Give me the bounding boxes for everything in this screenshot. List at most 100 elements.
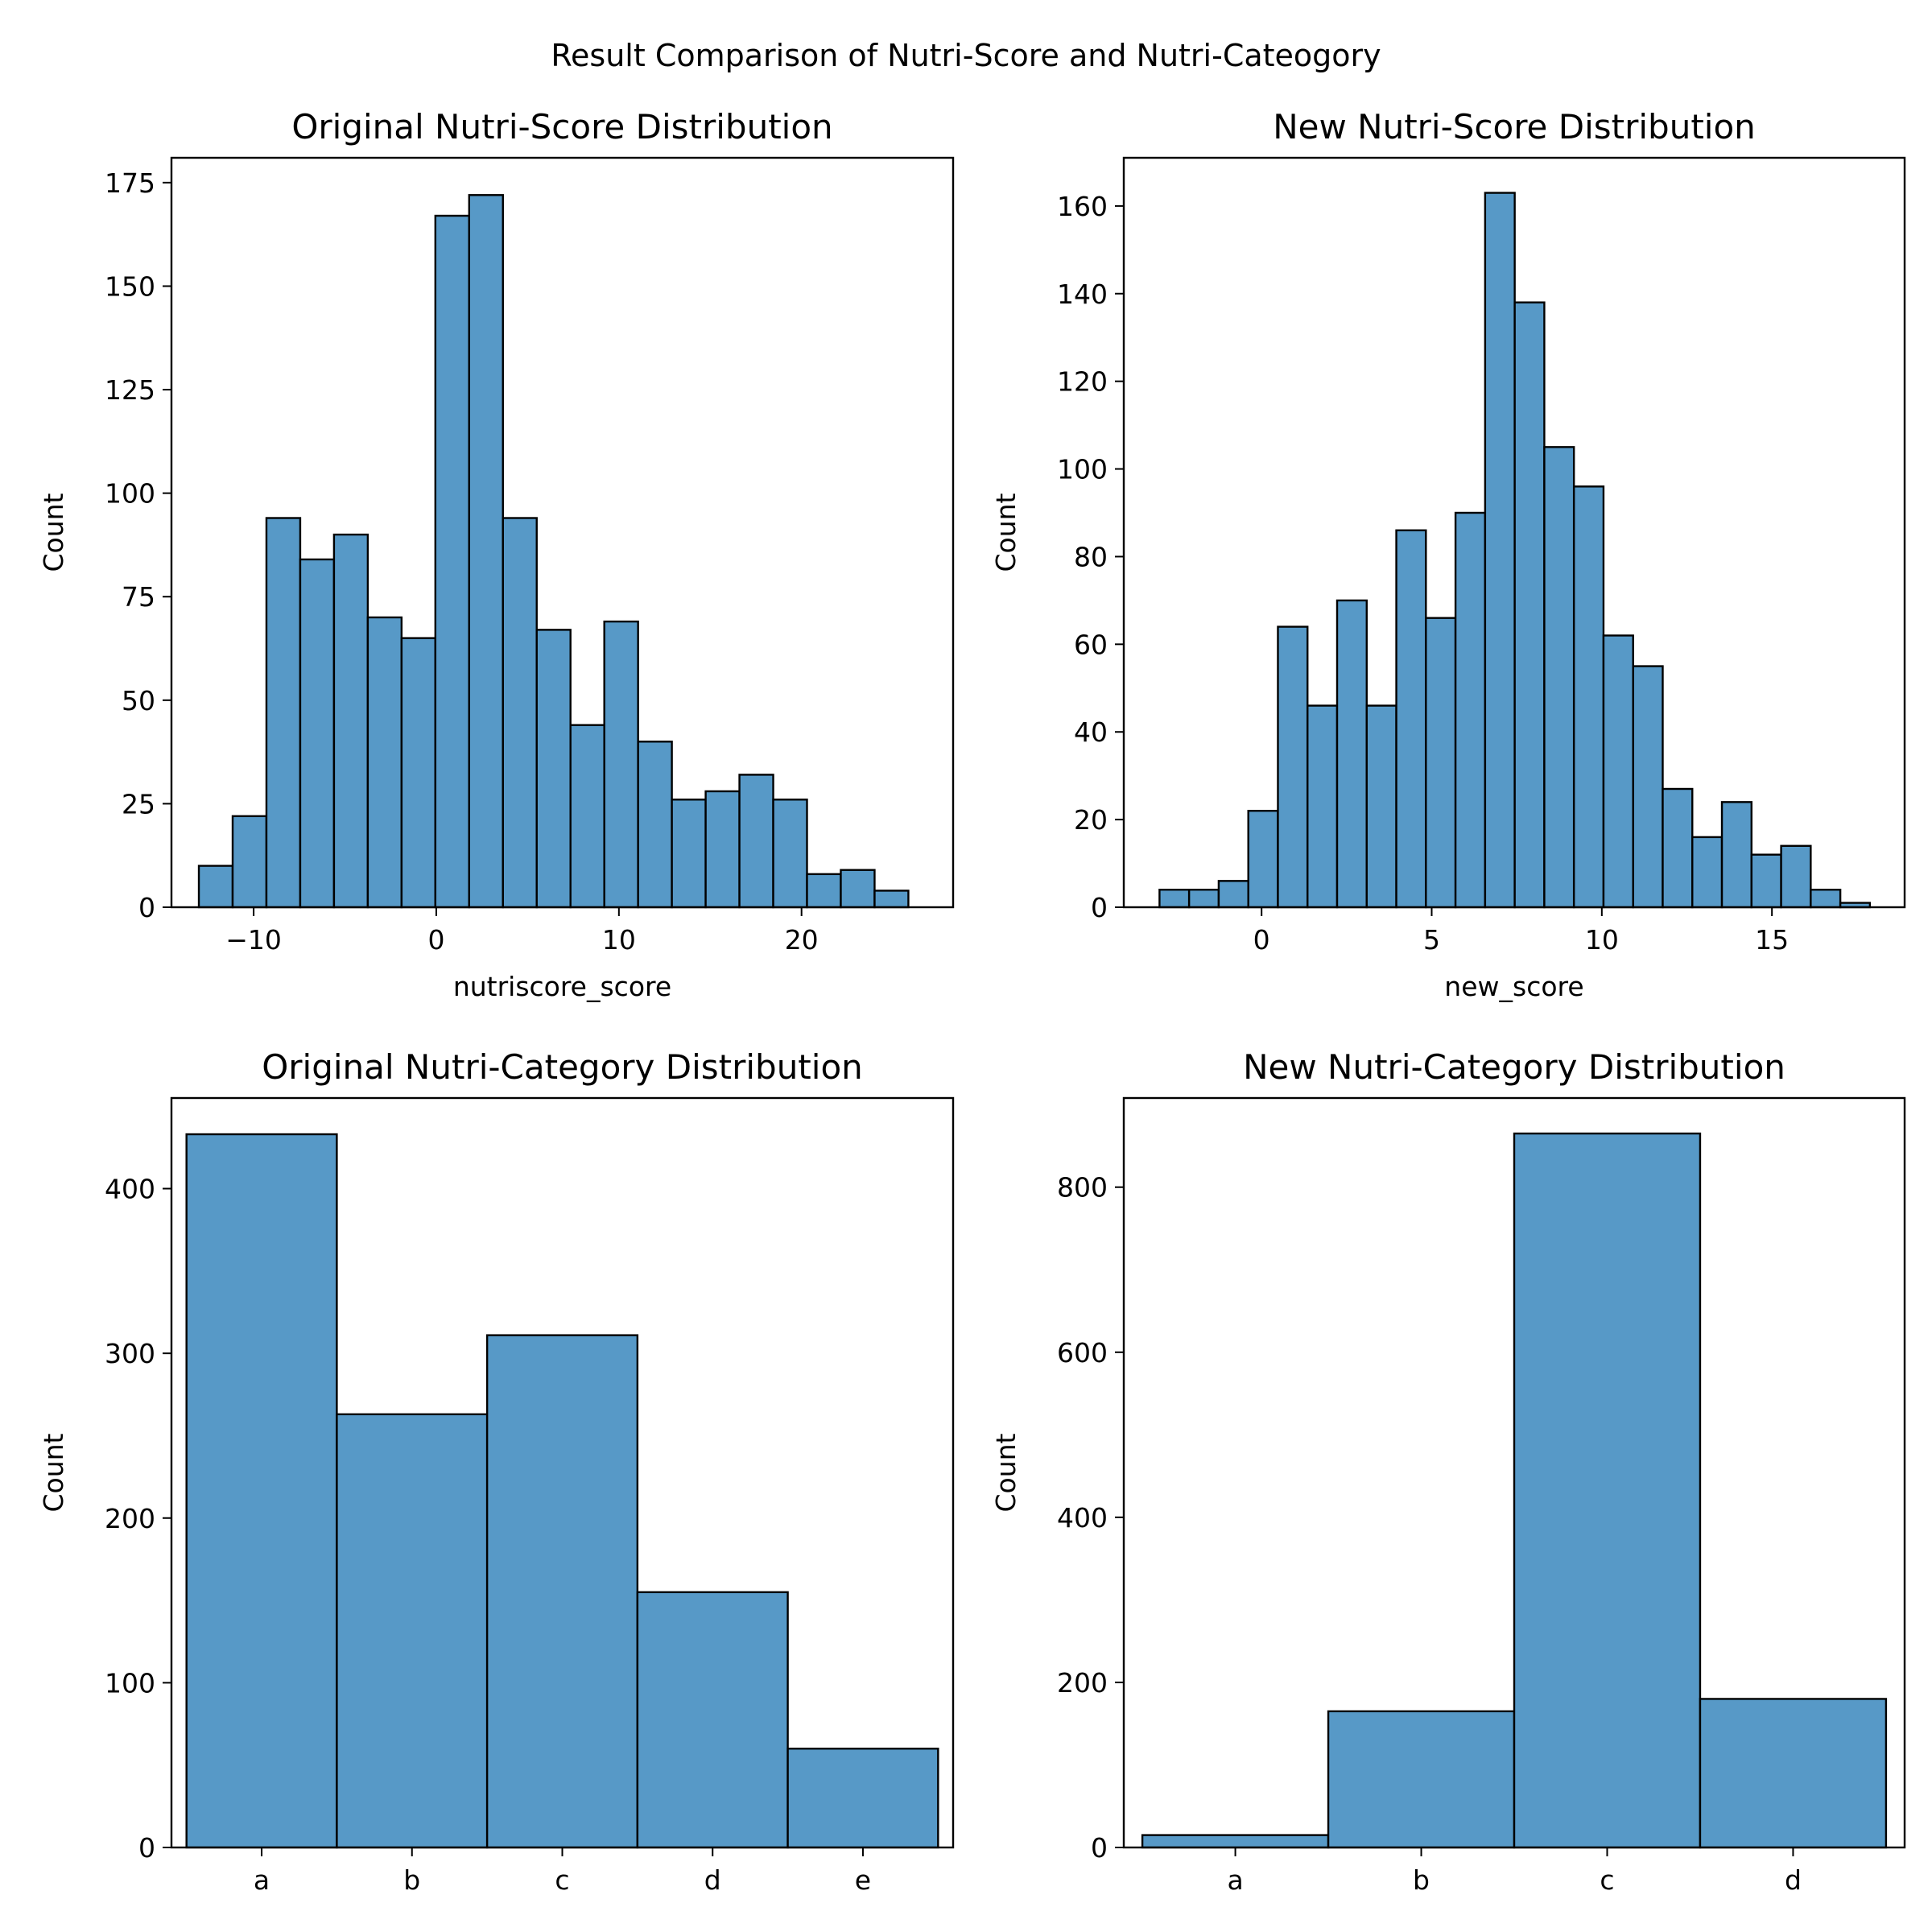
axes-frame [170, 156, 955, 909]
y-tick-label: 125 [105, 374, 155, 406]
histogram-bar [1277, 625, 1309, 909]
x-tick-label: d [1785, 1864, 1802, 1896]
histogram-bar [1543, 446, 1575, 909]
histogram-bar [197, 865, 234, 909]
x-axis-label: nutriscore_score [453, 971, 671, 1002]
histogram-bar [806, 873, 842, 909]
histogram-bar [535, 629, 572, 909]
histogram-bar [1187, 889, 1220, 909]
x-tick-label: e [855, 1864, 871, 1896]
x-tick-label: c [1600, 1864, 1614, 1896]
histogram-bar [637, 741, 673, 909]
histogram-bar [1247, 810, 1279, 909]
histogram-bar [366, 616, 403, 909]
y-tick-label: 800 [1057, 1172, 1108, 1203]
histogram-bar [468, 194, 504, 909]
x-tick-label: 15 [1755, 924, 1789, 956]
histogram-bar [603, 620, 639, 909]
y-tick-label: 120 [1057, 366, 1108, 398]
x-tick-label: 0 [1253, 924, 1270, 956]
category-bar [1513, 1132, 1702, 1849]
chart-panel-1: −10 0 10 20 0 25 50 75 100 125 150 175 Original Nutr… [38, 107, 955, 1002]
category-bar [336, 1413, 489, 1849]
x-tick-label: a [254, 1864, 270, 1896]
axes-frame [1122, 1096, 1906, 1849]
y-axis-label: Count [990, 1433, 1022, 1512]
x-tick-label: c [555, 1864, 569, 1896]
x-tick-label: d [704, 1864, 721, 1896]
histogram-bar [840, 869, 876, 909]
histogram-bar [502, 517, 538, 909]
category-bar [636, 1591, 789, 1849]
histogram-bar [569, 724, 605, 909]
chart-panel-2: 0 5 10 15 0 20 40 60 80 100 120 140 160 New Nutri-Sco… [990, 107, 1906, 1002]
histogram-bar [1513, 301, 1546, 909]
x-tick-label: 20 [785, 924, 819, 956]
y-tick-label: 25 [122, 788, 155, 819]
y-tick-label: 200 [105, 1503, 155, 1534]
x-tick-label: −10 [225, 924, 282, 956]
histogram-bar [299, 558, 336, 909]
y-tick-label: 150 [105, 270, 155, 302]
histogram-bar [1395, 529, 1427, 909]
category-bar [786, 1748, 939, 1849]
y-tick-label: 0 [138, 1832, 155, 1864]
x-tick-label: 10 [1585, 924, 1619, 956]
histogram-bar [1365, 704, 1397, 909]
chart-panel-4: a b c d 0 200 400 600 800 New Nutri-Category Dist… [990, 1047, 1906, 1896]
x-tick-label: b [403, 1864, 420, 1896]
y-tick-label: 60 [1074, 629, 1108, 660]
histogram-bar [1307, 704, 1339, 909]
chart-panel-3: a b c d e 0 100 200 300 400 Original Nutri-Categor… [38, 1047, 955, 1896]
y-tick-label: 0 [138, 892, 155, 923]
y-tick-label: 100 [105, 1667, 155, 1699]
y-tick-label: 100 [105, 478, 155, 510]
chart-title: Original Nutri-Category Distribution [262, 1047, 863, 1087]
histogram-bar [231, 815, 268, 909]
y-tick-label: 175 [105, 167, 155, 199]
histogram-bar [1750, 853, 1782, 909]
y-tick-label: 400 [1057, 1502, 1108, 1534]
histogram-bar [738, 774, 774, 909]
histogram-bar [1335, 599, 1368, 909]
y-axis-label: Count [38, 1433, 69, 1512]
x-tick-label: 10 [602, 924, 636, 956]
histogram-bar [772, 799, 808, 909]
category-bar [1141, 1834, 1330, 1849]
histogram-bar [1217, 880, 1249, 909]
y-tick-label: 300 [105, 1338, 155, 1369]
histogram-bar [1720, 801, 1753, 909]
y-tick-label: 75 [122, 581, 155, 613]
chart-title: Original Nutri-Score Distribution [291, 107, 832, 147]
histogram-bar [332, 533, 369, 909]
x-tick-label: 0 [427, 924, 444, 956]
x-axis-label: new_score [1444, 971, 1583, 1002]
category-bar [1699, 1698, 1888, 1849]
histogram-bar [1572, 485, 1605, 909]
y-tick-label: 400 [105, 1174, 155, 1205]
histogram-bar [1484, 192, 1516, 909]
histogram-bar [1602, 634, 1634, 909]
histogram-bar [1780, 844, 1812, 909]
category-bar [485, 1334, 639, 1849]
histogram-bar [434, 214, 470, 909]
y-axis-label: Count [990, 493, 1022, 572]
y-tick-label: 600 [1057, 1337, 1108, 1368]
chart-title: New Nutri-Category Distribution [1243, 1047, 1785, 1087]
y-tick-label: 160 [1057, 191, 1108, 222]
histogram-bar [1691, 836, 1724, 909]
y-tick-label: 100 [1057, 454, 1108, 485]
category-bar [185, 1133, 338, 1849]
y-tick-label: 40 [1074, 716, 1108, 748]
histogram-bar [1425, 617, 1457, 909]
y-tick-label: 50 [122, 685, 155, 716]
histogram-bar [873, 890, 910, 909]
histogram-bar [400, 637, 437, 909]
histogram-bar [1454, 511, 1487, 909]
figure-suptitle: Result Comparison of Nutri-Score and Nut… [551, 38, 1381, 73]
x-tick-label: b [1413, 1864, 1430, 1896]
x-tick-label: a [1227, 1864, 1243, 1896]
histogram-bar [1158, 889, 1191, 909]
